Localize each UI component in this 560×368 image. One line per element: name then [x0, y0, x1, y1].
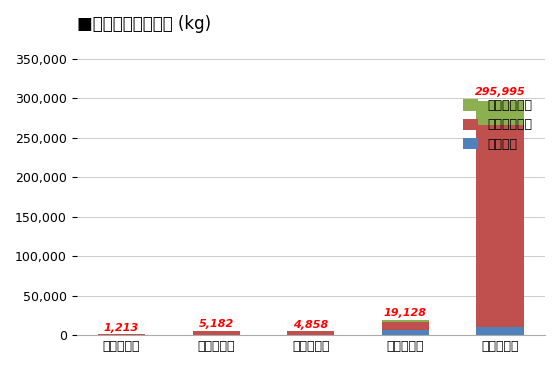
- Bar: [477, 125, 524, 327]
- Bar: [382, 322, 429, 329]
- Legend: ステーション, ピックアップ, ボックス: ステーション, ピックアップ, ボックス: [456, 93, 539, 157]
- Bar: [382, 329, 429, 335]
- Bar: [193, 331, 240, 335]
- Text: ■年度別回収量実績 (kg): ■年度別回収量実績 (kg): [77, 15, 211, 33]
- Text: 19,128: 19,128: [384, 308, 427, 318]
- Bar: [477, 327, 524, 335]
- Bar: [98, 334, 145, 335]
- Bar: [382, 320, 429, 322]
- Bar: [477, 101, 524, 125]
- Text: 295,995: 295,995: [475, 87, 525, 98]
- Text: 5,182: 5,182: [199, 319, 234, 329]
- Bar: [287, 331, 334, 335]
- Text: 1,213: 1,213: [104, 323, 139, 333]
- Text: 4,858: 4,858: [293, 320, 328, 330]
